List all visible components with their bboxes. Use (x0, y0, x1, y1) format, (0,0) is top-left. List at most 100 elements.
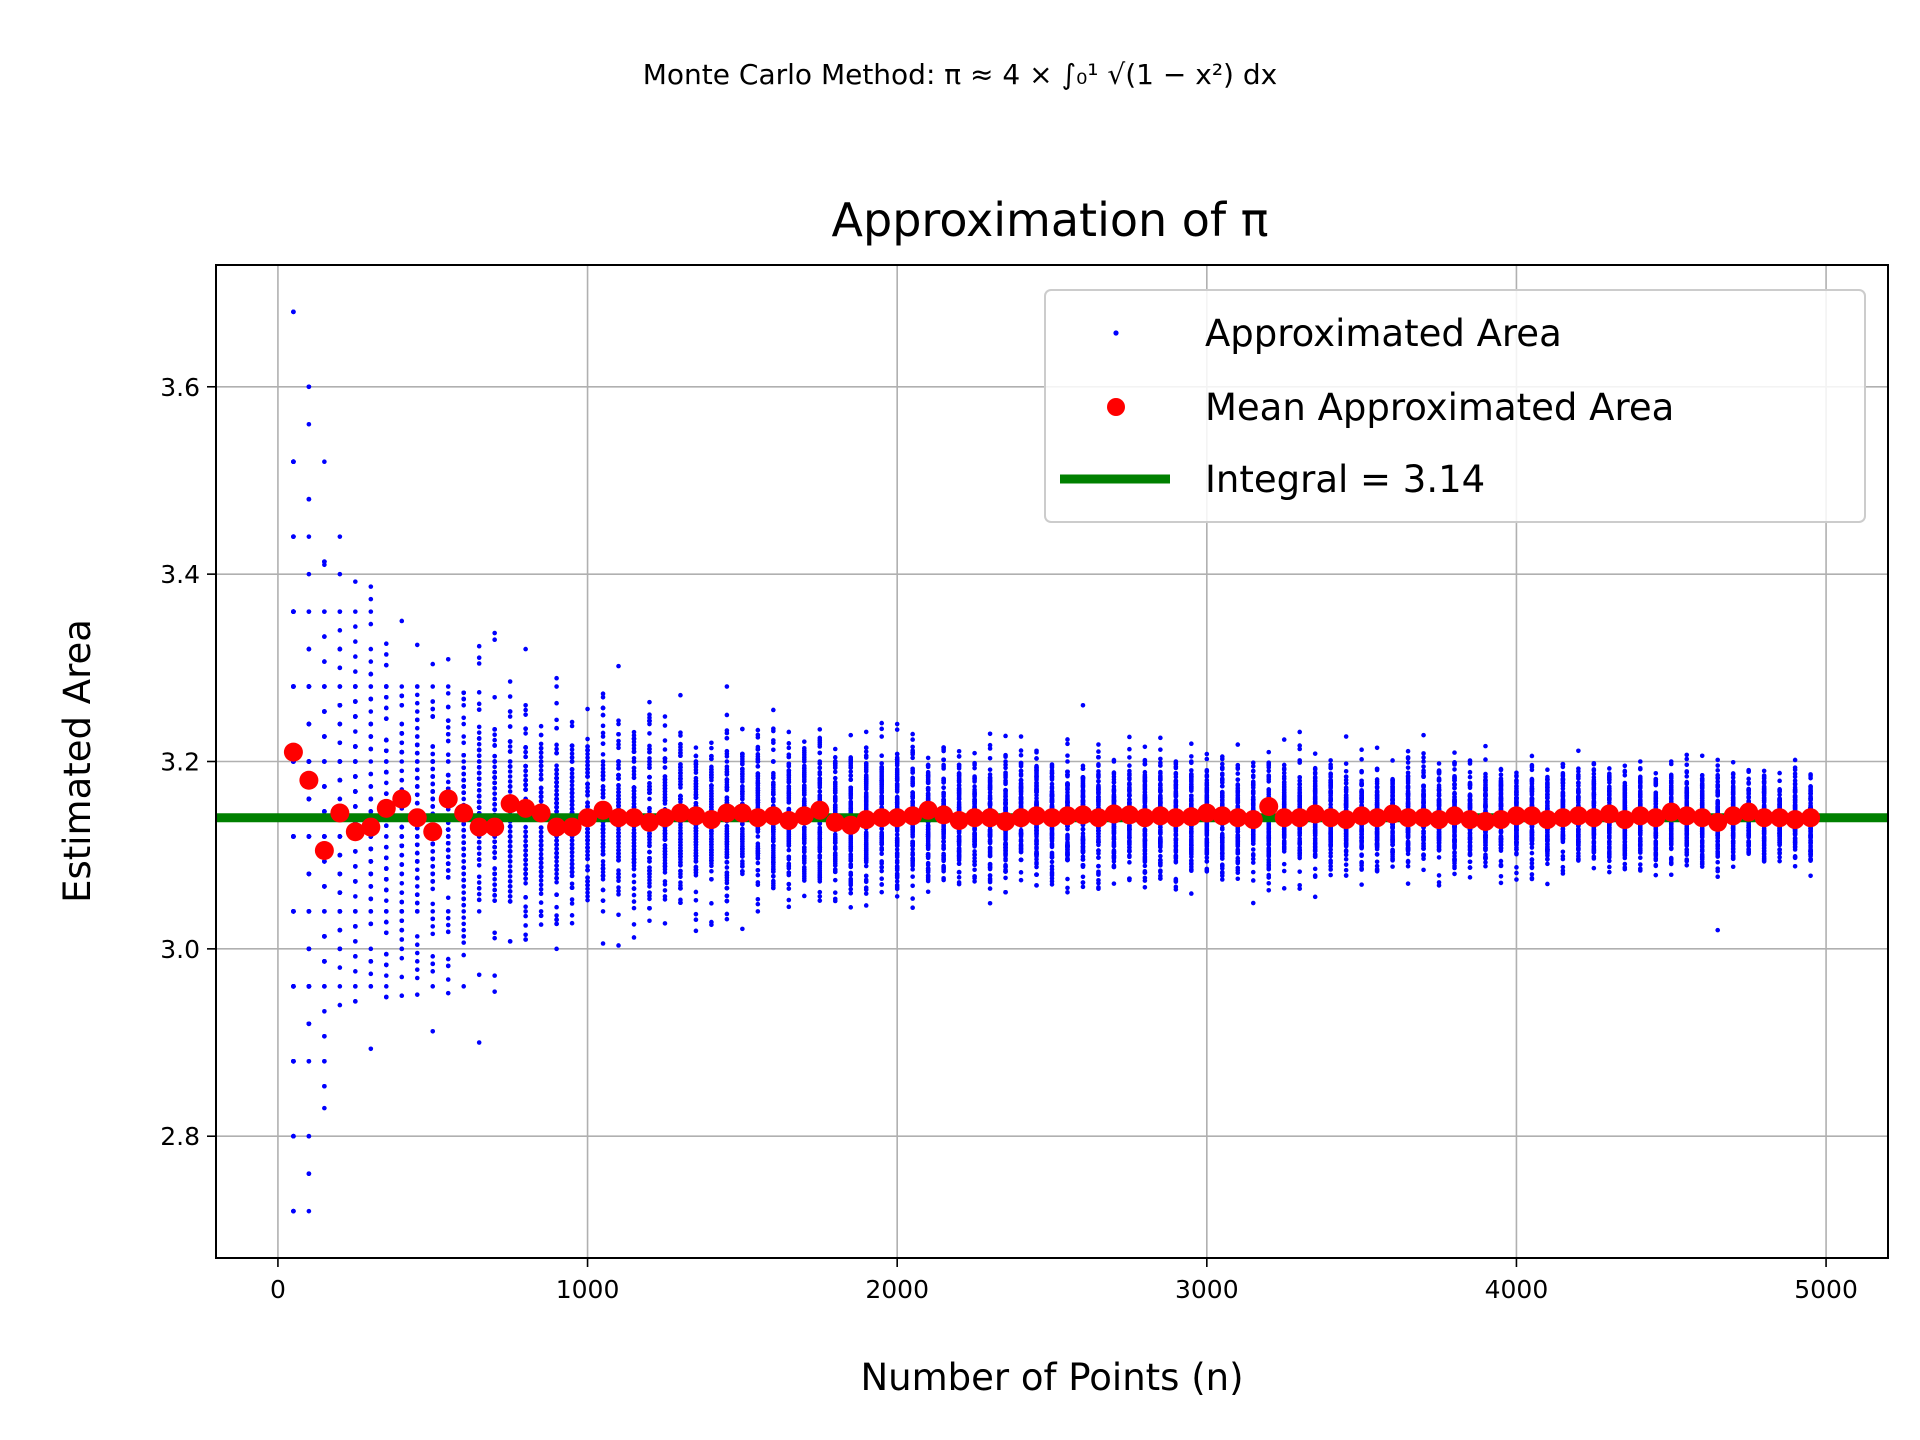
approximated-area-point (832, 890, 838, 895)
approximated-area-point (771, 707, 776, 713)
approximated-area-point (894, 774, 900, 779)
approximated-area-point (1034, 750, 1039, 755)
approximated-area-point (925, 785, 931, 791)
approximated-area-point (554, 742, 559, 748)
approximated-area-point (631, 765, 637, 771)
approximated-area-point (771, 831, 776, 837)
approximated-area-point (414, 750, 420, 756)
approximated-area-point (817, 889, 823, 895)
approximated-area-point (925, 868, 931, 873)
approximated-area-point (476, 643, 482, 649)
approximated-area-point (569, 913, 575, 918)
approximated-area-point (1034, 841, 1039, 847)
approximated-area-point (461, 796, 467, 802)
approximated-area-point (368, 609, 374, 614)
approximated-area-point (476, 701, 482, 707)
approximated-area-point (616, 766, 621, 771)
approximated-area-point (863, 765, 869, 770)
approximated-area-point (353, 789, 358, 794)
approximated-area-point (538, 732, 544, 738)
approximated-area-point (569, 806, 575, 812)
approximated-area-point (848, 801, 854, 807)
approximated-area-point (801, 825, 807, 830)
approximated-area-point (383, 834, 389, 839)
approximated-area-point (507, 679, 513, 684)
approximated-area-point (786, 881, 792, 887)
approximated-area-point (353, 864, 358, 869)
approximated-area-point (430, 804, 436, 809)
approximated-area-point (771, 855, 776, 860)
approximated-area-point (414, 692, 420, 698)
approximated-area-point (755, 747, 761, 752)
approximated-area-point (894, 761, 900, 766)
approximated-area-point (569, 790, 575, 796)
approximated-area-point (662, 747, 668, 752)
approximated-area-point (771, 780, 776, 785)
approximated-area-point (554, 746, 559, 752)
approximated-area-point (662, 858, 668, 863)
approximated-area-point (337, 571, 343, 577)
approximated-area-point (709, 788, 714, 794)
approximated-area-point (678, 839, 683, 845)
approximated-area-point (863, 769, 869, 774)
approximated-area-point (445, 779, 451, 785)
approximated-area-point (461, 759, 467, 764)
approximated-area-point (554, 904, 559, 910)
approximated-area-point (600, 851, 606, 857)
approximated-area-point (740, 834, 745, 839)
approximated-area-point (368, 1046, 374, 1052)
approximated-area-point (445, 915, 451, 921)
approximated-area-point (322, 634, 327, 639)
approximated-area-point (925, 762, 931, 768)
approximated-area-point (353, 654, 358, 659)
approximated-area-point (476, 972, 482, 978)
approximated-area-point (353, 744, 358, 749)
approximated-area-point (414, 800, 420, 806)
approximated-area-point (647, 849, 652, 855)
approximated-area-point (322, 734, 327, 739)
approximated-area-point (306, 646, 312, 652)
approximated-area-point (368, 884, 374, 889)
approximated-area-point (709, 855, 714, 861)
approximated-area-point (585, 781, 590, 787)
approximated-area-point (476, 799, 482, 805)
approximated-area-point (476, 707, 482, 712)
approximated-area-point (616, 847, 621, 853)
approximated-area-point (414, 709, 420, 714)
approximated-area-point (771, 880, 776, 886)
approximated-area-point (724, 779, 730, 785)
approximated-area-point (755, 751, 761, 757)
approximated-area-point (523, 824, 528, 830)
approximated-area-point (956, 754, 962, 759)
approximated-area-point (523, 731, 528, 736)
approximated-area-point (724, 885, 730, 891)
approximated-area-point (755, 841, 761, 846)
approximated-area-point (538, 865, 544, 870)
approximated-area-point (786, 840, 792, 846)
approximated-area-point (972, 777, 977, 783)
approximated-area-point (430, 774, 436, 779)
approximated-area-point (848, 765, 854, 770)
approximated-area-point (647, 890, 652, 895)
approximated-area-point (1003, 834, 1008, 839)
approximated-area-point (445, 861, 451, 866)
approximated-area-point (383, 919, 389, 925)
approximated-area-point (1018, 857, 1024, 863)
approximated-area-point (631, 892, 637, 898)
approximated-area-point (740, 871, 745, 877)
approximated-area-point (430, 1028, 436, 1034)
approximated-area-point (1003, 869, 1008, 874)
approximated-area-point (647, 731, 652, 736)
approximated-area-point (569, 782, 575, 788)
approximated-area-point (569, 861, 575, 867)
approximated-area-point (291, 909, 296, 914)
approximated-area-point (662, 801, 668, 806)
approximated-area-point (987, 803, 993, 808)
approximated-area-point (941, 839, 946, 844)
approximated-area-point (585, 830, 590, 835)
approximated-area-point (1034, 860, 1039, 865)
approximated-area-point (1018, 838, 1024, 844)
approximated-area-point (322, 684, 327, 689)
approximated-area-point (353, 714, 358, 719)
approximated-area-point (616, 840, 621, 846)
